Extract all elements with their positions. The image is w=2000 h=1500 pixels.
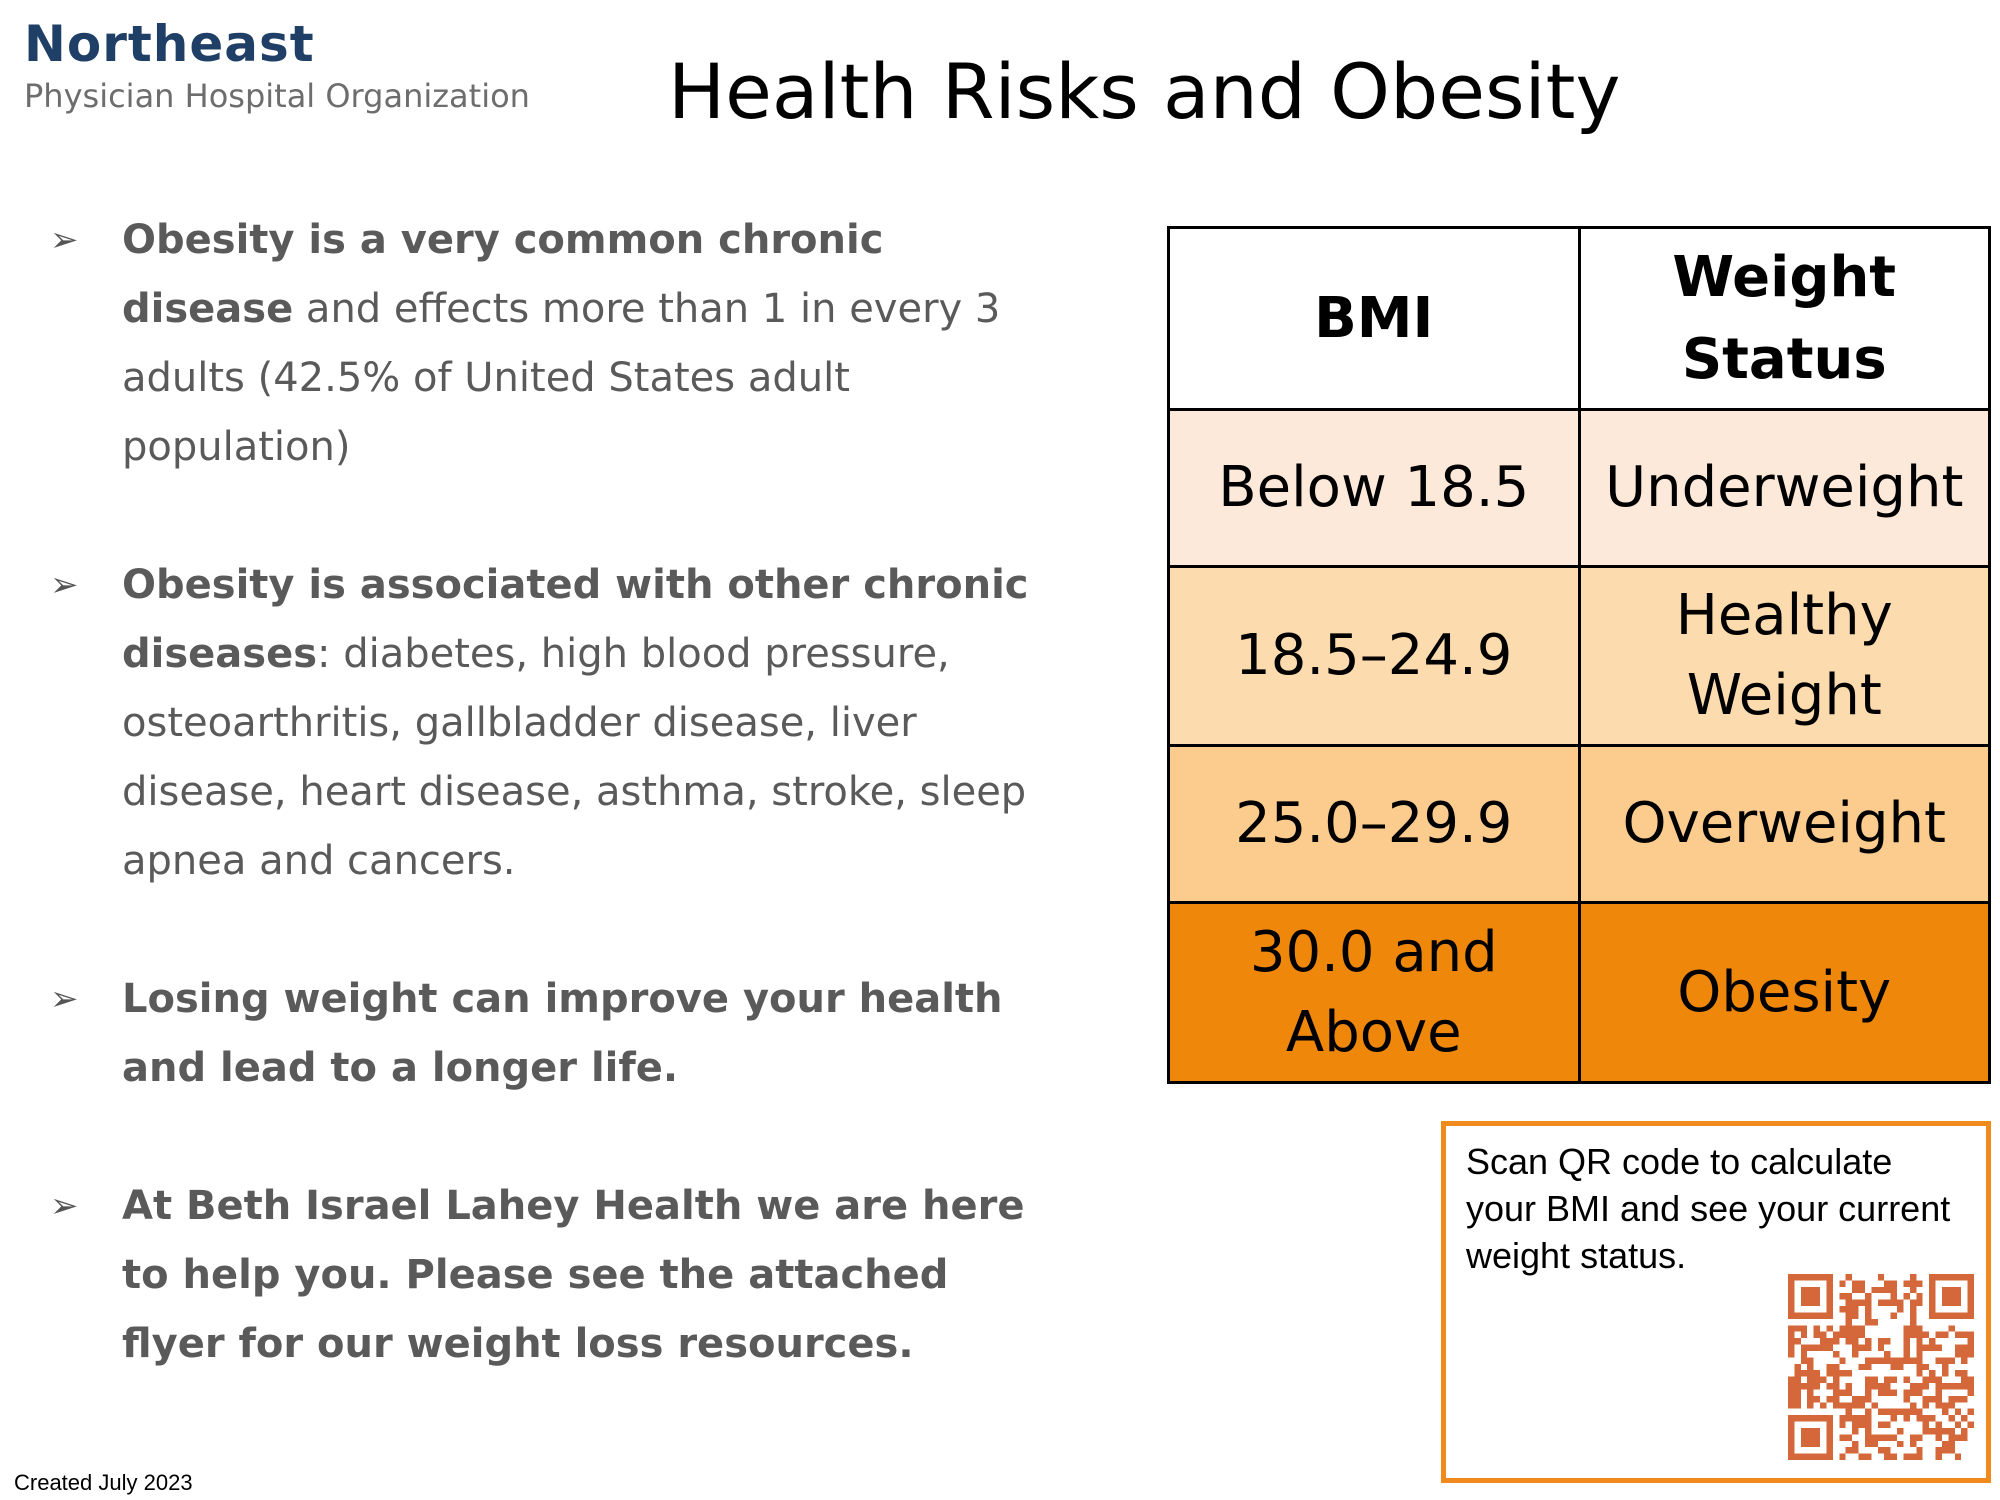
bmi-cell: Below 18.5 — [1167, 408, 1581, 568]
table-header-row: BMI Weight Status — [1167, 226, 1991, 411]
page-title: Health Risks and Obesity — [668, 47, 1621, 136]
bullet-text: and effects more than 1 in every 3 adult… — [122, 286, 1001, 470]
logo-subtitle: Physician Hospital Organization — [24, 77, 530, 115]
bmi-cell: 30.0 and Above — [1167, 901, 1581, 1084]
bullet-item: ➢ Obesity is associated with other chron… — [48, 551, 1048, 896]
bullet-text: : diabetes, high blood pressure, osteoar… — [122, 631, 1027, 884]
table-row: 30.0 and Above Obesity — [1167, 901, 1991, 1084]
qr-instructions: Scan QR code to calculate your BMI and s… — [1466, 1141, 1951, 1276]
organization-logo: Northeast Physician Hospital Organizatio… — [24, 14, 530, 116]
table-row: Below 18.5 Underweight — [1167, 408, 1991, 568]
arrow-bullet-icon: ➢ — [50, 979, 79, 1019]
bullet-item: ➢ Obesity is a very common chronic disea… — [48, 206, 1048, 482]
table-row: 25.0–29.9 Overweight — [1167, 744, 1991, 904]
bullet-item: ➢ Losing weight can improve your health … — [48, 965, 1048, 1103]
bullet-item: ➢ At Beth Israel Lahey Health we are her… — [48, 1172, 1048, 1379]
bmi-table: BMI Weight Status Below 18.5 Underweight… — [1167, 226, 1991, 1084]
status-cell: Healthy Weight — [1577, 565, 1991, 747]
bullet-bold-text: At Beth Israel Lahey Health we are here … — [122, 1183, 1025, 1367]
bullet-bold-text: Obesity is associated with other chronic… — [122, 562, 1029, 677]
table-row: 18.5–24.9 Healthy Weight — [1167, 565, 1991, 747]
arrow-bullet-icon: ➢ — [50, 220, 79, 260]
status-cell: Underweight — [1577, 408, 1991, 568]
bullet-list: ➢ Obesity is a very common chronic disea… — [48, 206, 1048, 1379]
status-cell: Obesity — [1577, 901, 1991, 1084]
qr-callout-box: Scan QR code to calculate your BMI and s… — [1441, 1121, 1991, 1483]
created-date: Created July 2023 — [14, 1470, 193, 1495]
bmi-cell: 18.5–24.9 — [1167, 565, 1581, 747]
header-weight-status: Weight Status — [1577, 226, 1991, 411]
bullet-bold-text: Losing weight can improve your health an… — [122, 976, 1003, 1091]
bmi-cell: 25.0–29.9 — [1167, 744, 1581, 904]
logo-name: Northeast — [24, 15, 315, 73]
arrow-bullet-icon: ➢ — [50, 565, 79, 605]
qr-code-icon[interactable] — [1788, 1274, 1974, 1460]
header-bmi: BMI — [1167, 226, 1581, 411]
arrow-bullet-icon: ➢ — [50, 1186, 79, 1226]
status-cell: Overweight — [1577, 744, 1991, 904]
bullet-bold-text: Obesity is a very common chronic disease — [122, 217, 884, 332]
